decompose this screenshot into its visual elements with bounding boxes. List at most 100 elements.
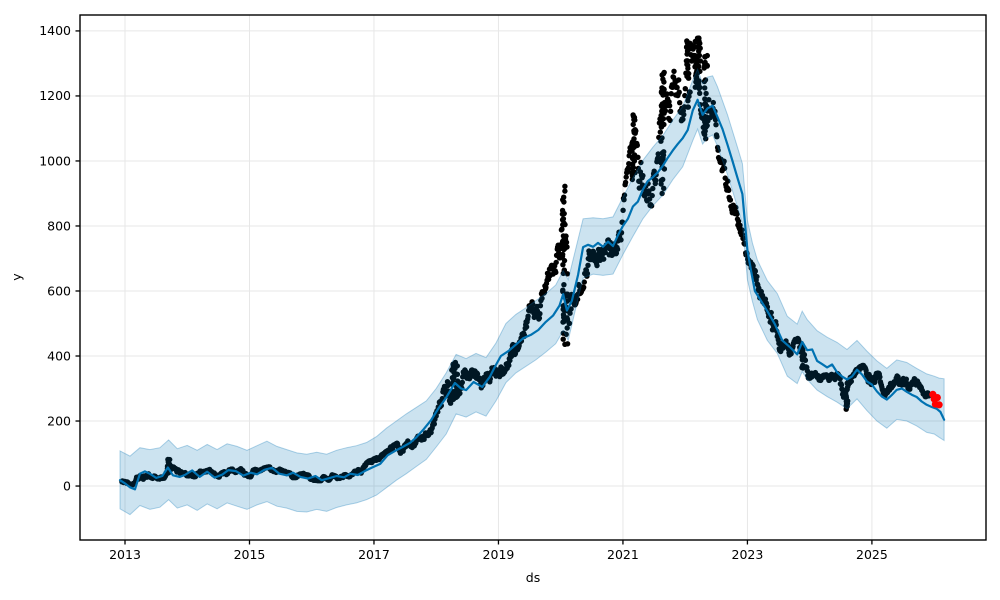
observed-dot bbox=[726, 187, 732, 193]
observed-dot bbox=[630, 113, 637, 120]
observed-dot bbox=[697, 90, 703, 97]
y-tick-label-200: 200 bbox=[47, 413, 71, 428]
observed-dot bbox=[684, 51, 690, 57]
observed-dot bbox=[661, 110, 667, 116]
observed-dot bbox=[560, 233, 567, 239]
observed-dot bbox=[630, 169, 637, 176]
observed-dot bbox=[660, 71, 667, 77]
observed-dot bbox=[694, 78, 701, 85]
observed-dot bbox=[686, 45, 692, 52]
observed-dot bbox=[649, 192, 655, 199]
observed-dot bbox=[455, 378, 461, 384]
observed-dot bbox=[714, 134, 720, 140]
observed-dot bbox=[537, 303, 544, 309]
observed-dot bbox=[648, 203, 655, 209]
observed-dot bbox=[564, 341, 571, 347]
x-tick-label-2017: 2017 bbox=[358, 547, 390, 562]
observed-dot bbox=[702, 119, 708, 125]
observed-dot bbox=[625, 165, 631, 171]
x-tick-label-2015: 2015 bbox=[234, 547, 266, 562]
observed-dot bbox=[601, 256, 607, 262]
uncertainty-band-area bbox=[119, 67, 945, 516]
observed-dot bbox=[623, 174, 629, 180]
observed-dot bbox=[721, 158, 727, 164]
observed-dot bbox=[725, 178, 731, 184]
observed-dot bbox=[702, 54, 708, 60]
observed-dot bbox=[581, 279, 587, 285]
observed-dot bbox=[562, 245, 568, 252]
observed-dot bbox=[695, 57, 701, 63]
y-axis-label: y bbox=[9, 273, 24, 281]
observed-dot bbox=[703, 136, 709, 142]
observed-dot bbox=[459, 379, 465, 386]
observed-dot bbox=[574, 296, 581, 303]
observed-dot bbox=[584, 270, 591, 277]
observed-dot bbox=[629, 161, 636, 167]
observed-dot bbox=[685, 98, 691, 104]
observed-dot bbox=[702, 85, 708, 91]
observed-dot bbox=[695, 36, 702, 42]
observed-dot bbox=[677, 100, 683, 106]
observed-dot bbox=[666, 99, 672, 105]
y-tick-label-600: 600 bbox=[47, 283, 71, 298]
observed-dot bbox=[681, 111, 687, 118]
observed-dot bbox=[564, 315, 570, 321]
observed-dot bbox=[622, 179, 629, 186]
observed-dot bbox=[618, 237, 624, 243]
observed-dot bbox=[560, 270, 566, 277]
observed-dot bbox=[638, 159, 644, 166]
observed-dot bbox=[451, 364, 457, 371]
x-tick-label-2013: 2013 bbox=[109, 547, 141, 562]
highlighted-recent-points bbox=[929, 390, 943, 409]
observed-dot bbox=[903, 376, 909, 382]
observed-dot bbox=[740, 235, 747, 241]
observed-dot bbox=[560, 216, 567, 222]
observed-dot bbox=[706, 97, 712, 103]
observed-dot bbox=[553, 269, 559, 276]
observed-dot bbox=[537, 311, 543, 317]
observed-dot bbox=[697, 40, 703, 47]
observed-dot bbox=[585, 262, 591, 268]
observed-dot bbox=[838, 382, 845, 388]
observed-dot bbox=[799, 349, 805, 355]
observed-dot bbox=[431, 421, 437, 427]
observed-dot bbox=[661, 106, 667, 112]
observed-dot bbox=[710, 99, 716, 106]
observed-dot bbox=[630, 140, 637, 146]
observed-dot bbox=[686, 89, 693, 96]
grid bbox=[80, 15, 986, 540]
observed-dot bbox=[660, 116, 667, 122]
observed-dot bbox=[453, 371, 459, 377]
observed-dot bbox=[694, 68, 700, 74]
y-tick-label-1000: 1000 bbox=[39, 153, 71, 168]
observed-dot bbox=[449, 375, 456, 381]
forecast-line bbox=[118, 98, 946, 491]
observed-dot bbox=[674, 84, 680, 91]
observed-dot bbox=[660, 176, 666, 183]
observed-dot bbox=[667, 117, 673, 124]
observed-dot bbox=[682, 86, 688, 92]
observed-dot bbox=[739, 227, 745, 233]
observed-dot bbox=[848, 378, 854, 385]
observed-dot bbox=[553, 259, 559, 266]
observed-dot bbox=[660, 152, 667, 158]
observed-dot bbox=[530, 301, 536, 308]
uncertainty-band bbox=[119, 67, 945, 516]
observed-dot bbox=[506, 362, 512, 369]
observed-dot bbox=[562, 183, 568, 189]
x-axis-label: ds bbox=[526, 570, 540, 585]
observed-dot bbox=[659, 190, 665, 197]
observed-dot bbox=[676, 89, 682, 95]
observed-dot bbox=[734, 211, 740, 217]
observed-dot bbox=[657, 129, 663, 135]
x-tick-label-2019: 2019 bbox=[483, 547, 515, 562]
observed-dot bbox=[562, 188, 568, 194]
observed-dot bbox=[800, 365, 806, 371]
observed-dot bbox=[661, 166, 668, 172]
observed-scatter bbox=[119, 35, 932, 489]
observed-dot bbox=[702, 96, 708, 102]
observed-dot bbox=[661, 121, 667, 128]
axes: 2013 2015 2017 2019 2021 2023 2025 0 200 400 600 80… bbox=[39, 14, 987, 562]
observed-dot bbox=[602, 249, 608, 256]
